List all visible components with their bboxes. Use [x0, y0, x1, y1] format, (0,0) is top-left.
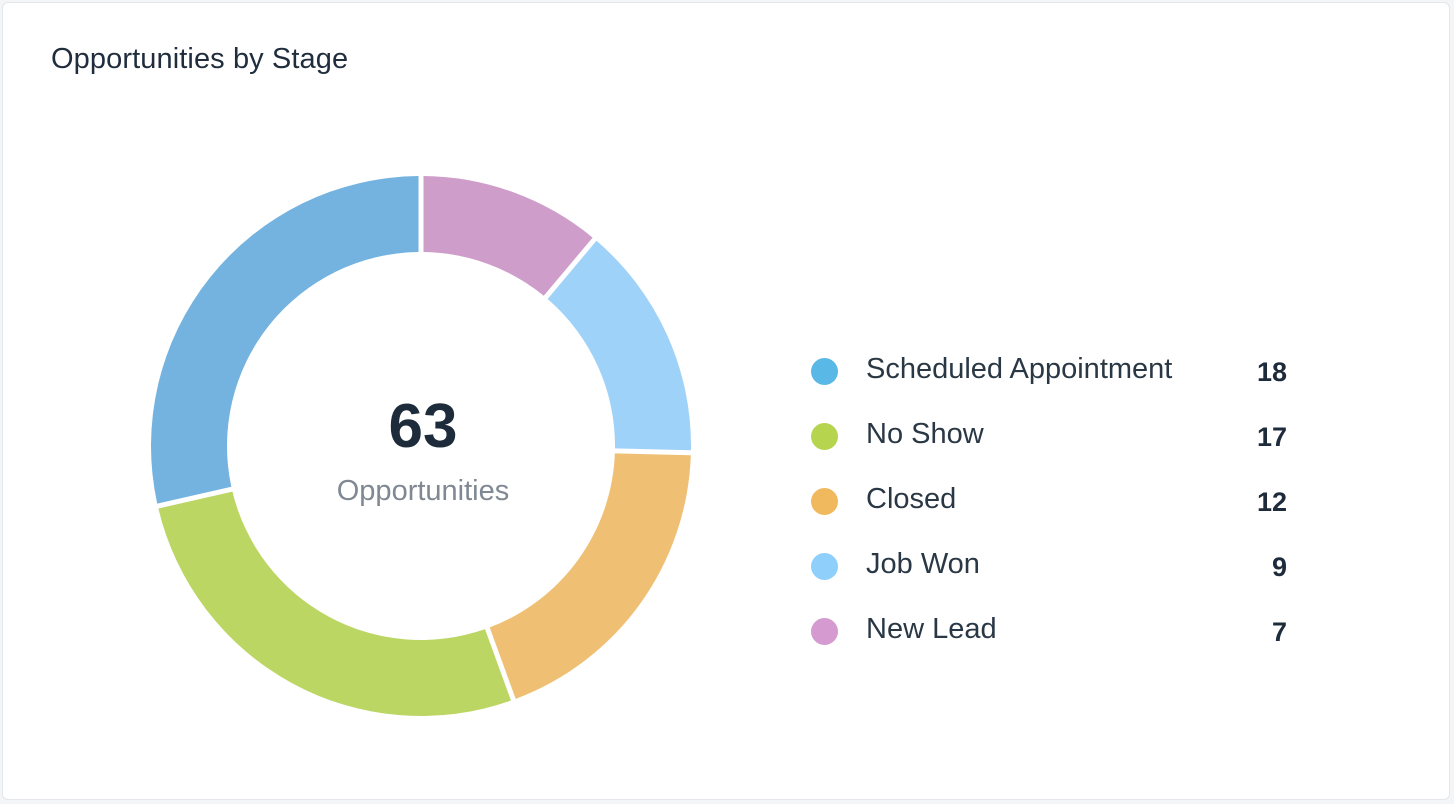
legend-label: Job Won	[866, 548, 980, 580]
chart-legend: Scheduled Appointment 18 No Show 17 Closed 12…	[809, 349, 1289, 674]
card-title: Opportunities by Stage	[51, 43, 349, 75]
legend-label: No Show	[866, 418, 984, 450]
legend-value: 9	[1271, 552, 1287, 582]
total-opportunities-value: 63	[388, 392, 458, 461]
legend-item-scheduled-appointment[interactable]: Scheduled Appointment 18	[809, 349, 1289, 414]
legend-label: Scheduled Appointment	[866, 353, 1173, 385]
total-opportunities-label: Opportunities	[336, 475, 510, 507]
legend-item-no-show[interactable]: No Show 17	[809, 414, 1289, 479]
legend-item-job-won[interactable]: Job Won 9	[809, 544, 1289, 609]
legend-dot-icon	[811, 618, 838, 645]
legend-item-closed[interactable]: Closed 12	[809, 479, 1289, 544]
legend-dot-icon	[811, 423, 838, 450]
donut-chart	[151, 176, 691, 716]
legend-label: New Lead	[866, 613, 997, 645]
donut-slice-closed[interactable]	[489, 453, 691, 699]
legend-label: Closed	[866, 483, 957, 515]
donut-slice-job-won[interactable]	[547, 240, 691, 451]
legend-dot-icon	[811, 553, 838, 580]
legend-item-new-lead[interactable]: New Lead 7	[809, 609, 1289, 674]
donut-slice-no-show[interactable]	[158, 491, 511, 716]
legend-value: 17	[1256, 422, 1287, 452]
legend-dot-icon	[811, 358, 838, 385]
legend-value: 7	[1271, 617, 1287, 647]
legend-value: 18	[1256, 357, 1287, 387]
donut-slice-new-lead[interactable]	[423, 176, 593, 296]
donut-slice-scheduled-appointment[interactable]	[151, 176, 419, 504]
legend-dot-icon	[811, 488, 838, 515]
legend-value: 12	[1256, 487, 1287, 517]
